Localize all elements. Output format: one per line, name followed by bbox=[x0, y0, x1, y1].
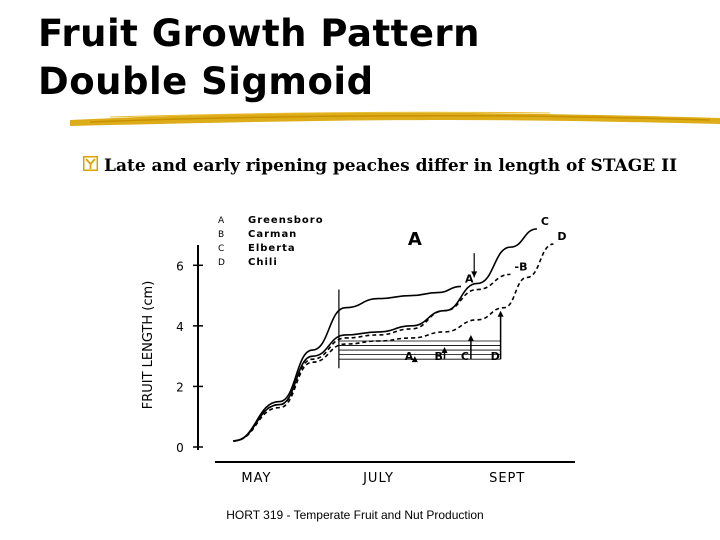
y-tick-label: 4 bbox=[176, 320, 184, 334]
stage-end-arrowhead bbox=[441, 347, 448, 354]
slide-title: Fruit Growth Pattern Double Sigmoid bbox=[38, 10, 480, 106]
legend-key: A bbox=[218, 216, 225, 226]
y-checkbox-icon bbox=[83, 156, 98, 171]
legend-key: D bbox=[218, 258, 225, 268]
footer-text: HORT 319 - Temperate Fruit and Nut Produ… bbox=[226, 508, 484, 522]
stage-end-label-D: D bbox=[491, 350, 500, 363]
legend-key: B bbox=[218, 230, 224, 240]
stage-end-label-B: B bbox=[435, 350, 443, 363]
y-tick-label: 0 bbox=[176, 441, 184, 455]
x-tick-label: JULY bbox=[362, 471, 394, 486]
y-axis-label: FRUIT LENGTH (cm) bbox=[141, 281, 156, 410]
stage-end-arrowhead bbox=[411, 356, 418, 363]
legend-label: Chili bbox=[248, 257, 278, 268]
legend-key: C bbox=[218, 244, 224, 254]
marker-arrowhead-b bbox=[471, 271, 478, 278]
y-tick-label: 2 bbox=[176, 380, 184, 394]
chart-title: A bbox=[408, 229, 422, 250]
series-label-B: -B bbox=[515, 260, 528, 273]
series-label-A: A bbox=[465, 272, 474, 285]
bullet-text: Late and early ripening peaches differ i… bbox=[104, 156, 678, 176]
series-line-C bbox=[233, 228, 538, 442]
legend-label: Carman bbox=[248, 229, 297, 240]
y-tick-label: 6 bbox=[176, 259, 184, 273]
legend-label: Elberta bbox=[248, 243, 296, 254]
stage-end-arrowhead bbox=[497, 310, 504, 317]
title-line-2: Double Sigmoid bbox=[38, 60, 374, 103]
series-line-A bbox=[233, 285, 462, 442]
series-label-C: C bbox=[541, 215, 549, 228]
stage-end-arrowhead bbox=[467, 334, 474, 341]
title-underline bbox=[70, 111, 720, 126]
growth-chart: 0 2 4 6 MAY JULY SEPT FRUIT LENGTH (cm) A A Greens… bbox=[141, 215, 575, 486]
stage-end-label-A: A bbox=[405, 350, 414, 363]
stage-end-label-C: C bbox=[461, 350, 469, 363]
title-line-1: Fruit Growth Pattern bbox=[38, 12, 481, 55]
series-label-D: D bbox=[557, 230, 566, 243]
bullet-item: Late and early ripening peaches differ i… bbox=[83, 154, 693, 178]
series-line-D bbox=[233, 243, 554, 442]
x-tick-label: MAY bbox=[241, 471, 271, 486]
x-tick-label: SEPT bbox=[489, 471, 525, 486]
legend-label: Greensboro bbox=[248, 215, 324, 226]
